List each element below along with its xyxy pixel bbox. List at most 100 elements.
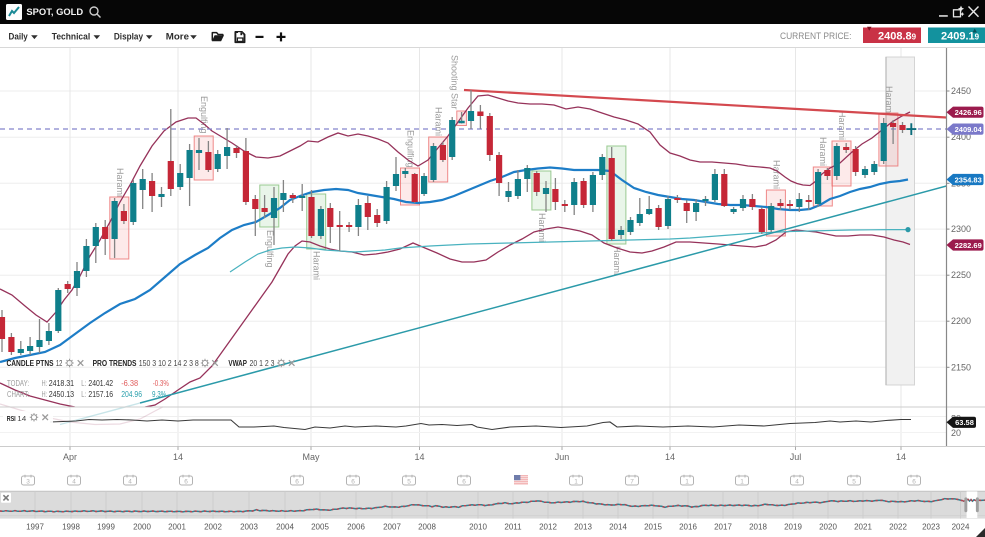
svg-text:6: 6 xyxy=(184,479,188,486)
svg-text:2004: 2004 xyxy=(276,523,294,532)
svg-text:TODAY:: TODAY: xyxy=(7,379,29,388)
svg-text:2450.13: 2450.13 xyxy=(49,390,75,399)
svg-text:1998: 1998 xyxy=(62,523,80,532)
svg-text:12: 12 xyxy=(56,359,63,368)
svg-text:20: 20 xyxy=(951,428,961,438)
svg-text:2150: 2150 xyxy=(951,362,971,372)
svg-text:63.58: 63.58 xyxy=(955,418,974,427)
svg-text:2016: 2016 xyxy=(679,523,697,532)
svg-text:2021: 2021 xyxy=(854,523,872,532)
svg-text:Harami: Harami xyxy=(434,107,444,136)
svg-text:Harami: Harami xyxy=(818,137,828,166)
svg-text:2000: 2000 xyxy=(133,523,151,532)
svg-text:1: 1 xyxy=(574,479,578,486)
svg-text:Jun: Jun xyxy=(555,452,570,462)
svg-text:2002: 2002 xyxy=(204,523,222,532)
svg-text:2200: 2200 xyxy=(951,316,971,326)
svg-text:2354.83: 2354.83 xyxy=(955,175,982,184)
svg-text:-0.3%: -0.3% xyxy=(153,379,169,388)
svg-text:2003: 2003 xyxy=(240,523,258,532)
svg-text:2409.19: 2409.19 xyxy=(941,31,980,43)
svg-text:14: 14 xyxy=(896,452,906,462)
svg-text:6: 6 xyxy=(462,479,466,486)
svg-text:2408.89: 2408.89 xyxy=(878,31,917,43)
svg-text:PRO TRENDS: PRO TRENDS xyxy=(93,359,137,368)
svg-text:H:: H: xyxy=(42,390,48,399)
svg-text:204.96: 204.96 xyxy=(121,390,142,399)
svg-text:2426.96: 2426.96 xyxy=(955,108,982,117)
svg-text:2015: 2015 xyxy=(644,523,662,532)
svg-text:3: 3 xyxy=(26,479,30,486)
svg-text:14: 14 xyxy=(665,452,675,462)
svg-text:2250: 2250 xyxy=(951,270,971,280)
svg-text:Jul: Jul xyxy=(790,452,802,462)
svg-text:6: 6 xyxy=(351,479,355,486)
svg-text:2023: 2023 xyxy=(922,523,940,532)
svg-text:1999: 1999 xyxy=(97,523,115,532)
svg-text:2013: 2013 xyxy=(574,523,592,532)
svg-text:Daily: Daily xyxy=(9,31,28,41)
svg-text:Display: Display xyxy=(114,31,143,41)
svg-text:-6.38: -6.38 xyxy=(121,379,138,388)
svg-text:2024: 2024 xyxy=(952,523,970,532)
svg-text:2022: 2022 xyxy=(889,523,907,532)
svg-text:1997: 1997 xyxy=(26,523,44,532)
svg-text:2007: 2007 xyxy=(383,523,401,532)
svg-text:2001: 2001 xyxy=(168,523,186,532)
svg-text:Engulfing: Engulfing xyxy=(265,230,275,268)
svg-text:CHART:: CHART: xyxy=(7,390,29,399)
svg-text:CANDLE PTNS: CANDLE PTNS xyxy=(7,359,55,368)
svg-text:1: 1 xyxy=(740,479,744,486)
svg-text:Engulfing: Engulfing xyxy=(406,130,416,168)
svg-text:1: 1 xyxy=(685,479,689,486)
svg-text:Technical: Technical xyxy=(52,31,90,41)
svg-text:CURRENT PRICE:: CURRENT PRICE: xyxy=(780,31,852,41)
svg-text:7: 7 xyxy=(630,479,634,486)
svg-text:2014: 2014 xyxy=(609,523,627,532)
svg-text:2450: 2450 xyxy=(951,86,971,96)
svg-text:2401.42: 2401.42 xyxy=(88,379,113,388)
svg-text:5: 5 xyxy=(407,479,411,486)
svg-text:2010: 2010 xyxy=(469,523,487,532)
svg-text:4: 4 xyxy=(128,479,132,486)
svg-text:H:: H: xyxy=(42,379,48,388)
svg-text:2011: 2011 xyxy=(504,523,522,532)
svg-text:14: 14 xyxy=(414,452,424,462)
svg-text:L:: L: xyxy=(81,379,86,388)
svg-text:2400: 2400 xyxy=(951,132,971,142)
svg-text:Harami: Harami xyxy=(312,251,322,280)
svg-text:2017: 2017 xyxy=(714,523,732,532)
svg-text:Harami: Harami xyxy=(837,111,847,140)
svg-text:Shooting Star: Shooting Star xyxy=(450,55,460,110)
svg-text:2020: 2020 xyxy=(819,523,837,532)
svg-text:2018: 2018 xyxy=(749,523,767,532)
svg-text:2418.31: 2418.31 xyxy=(49,379,75,388)
svg-text:2300: 2300 xyxy=(951,224,971,234)
svg-text:2008: 2008 xyxy=(418,523,436,532)
svg-text:4: 4 xyxy=(72,479,76,486)
svg-text:Harami: Harami xyxy=(612,246,622,275)
svg-text:2157.16: 2157.16 xyxy=(88,390,113,399)
svg-text:6: 6 xyxy=(295,479,299,486)
svg-text:2019: 2019 xyxy=(784,523,802,532)
svg-text:20 1 2 3: 20 1 2 3 xyxy=(250,359,275,368)
svg-text:May: May xyxy=(302,452,320,462)
svg-text:L:: L: xyxy=(81,390,86,399)
svg-text:SPOT, GOLD: SPOT, GOLD xyxy=(26,7,83,18)
svg-text:6: 6 xyxy=(912,479,916,486)
svg-text:2006: 2006 xyxy=(347,523,365,532)
svg-text:VWAP: VWAP xyxy=(228,359,247,368)
svg-text:4: 4 xyxy=(795,479,799,486)
svg-text:150 3 10 2 14 2 3 8: 150 3 10 2 14 2 3 8 xyxy=(139,359,200,368)
svg-text:Harami: Harami xyxy=(771,160,781,189)
svg-text:Harami: Harami xyxy=(884,86,894,115)
svg-text:More: More xyxy=(166,31,189,41)
svg-text:2282.69: 2282.69 xyxy=(955,241,982,250)
svg-text:9.3%: 9.3% xyxy=(152,390,166,399)
svg-text:2409.04: 2409.04 xyxy=(955,125,983,134)
svg-text:2012: 2012 xyxy=(539,523,557,532)
svg-text:Engulfing: Engulfing xyxy=(199,96,209,134)
svg-text:2005: 2005 xyxy=(311,523,329,532)
svg-text:Harami: Harami xyxy=(537,213,547,242)
svg-text:14: 14 xyxy=(173,452,183,462)
